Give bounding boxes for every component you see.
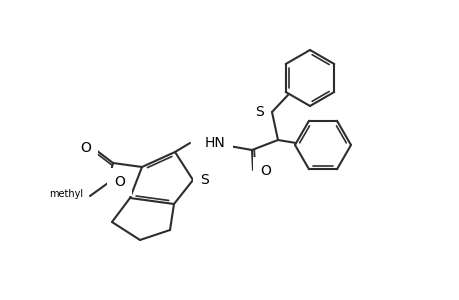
Text: O: O: [80, 141, 91, 155]
Text: O: O: [259, 164, 270, 178]
Text: S: S: [200, 173, 208, 187]
Text: HN: HN: [205, 136, 225, 150]
Text: methyl: methyl: [49, 189, 83, 199]
Text: S: S: [255, 105, 263, 119]
Text: O: O: [114, 175, 124, 189]
